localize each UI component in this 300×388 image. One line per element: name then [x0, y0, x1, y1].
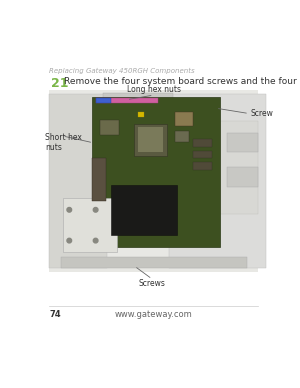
Bar	[193, 139, 212, 147]
Bar	[61, 257, 247, 268]
Text: 74: 74	[49, 310, 61, 319]
Text: 21: 21	[52, 77, 69, 90]
Bar	[49, 90, 258, 272]
Bar	[176, 112, 193, 126]
Bar	[193, 151, 212, 158]
Circle shape	[93, 208, 98, 212]
Text: www.gateway.com: www.gateway.com	[115, 310, 193, 319]
Bar	[92, 158, 106, 201]
Circle shape	[67, 238, 72, 243]
Bar	[63, 198, 117, 252]
Bar	[176, 131, 189, 142]
Text: Remove the four system board screws and the four system board hex nuts.: Remove the four system board screws and …	[64, 77, 300, 87]
Bar	[100, 120, 119, 135]
Bar	[103, 93, 173, 107]
Bar	[92, 97, 220, 247]
Bar	[227, 168, 258, 187]
Bar	[193, 162, 212, 170]
Bar	[111, 185, 177, 235]
Bar	[96, 98, 111, 103]
Circle shape	[93, 238, 98, 243]
Circle shape	[67, 208, 72, 212]
Text: Screws: Screws	[139, 279, 166, 288]
Text: Short hex
nuts: Short hex nuts	[45, 133, 82, 152]
Bar	[49, 94, 107, 268]
Bar	[175, 121, 258, 214]
Bar	[138, 112, 145, 117]
Bar	[227, 133, 258, 152]
Text: Long hex nuts: Long hex nuts	[127, 85, 181, 94]
Text: Replacing Gateway 450RGH Components: Replacing Gateway 450RGH Components	[49, 68, 195, 74]
Bar	[134, 123, 167, 156]
Text: Screw: Screw	[250, 109, 274, 118]
Bar	[169, 94, 266, 268]
Bar	[96, 98, 158, 103]
Bar	[138, 127, 163, 152]
